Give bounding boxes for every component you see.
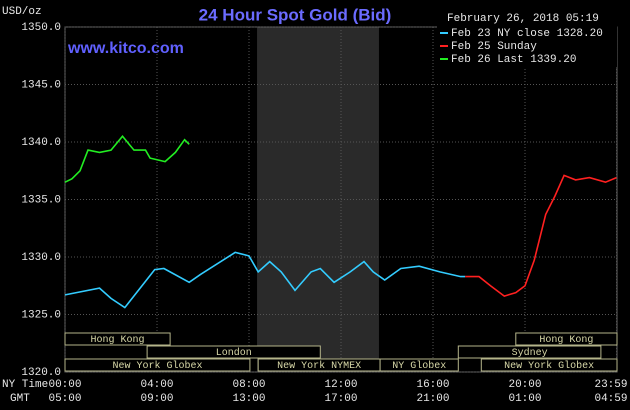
x-tick-label: 12:00 <box>324 379 357 391</box>
session-bar <box>457 345 602 359</box>
x-tick-label-gmt: 21:00 <box>416 393 449 405</box>
session-label: London <box>216 347 252 359</box>
price-line <box>465 174 617 297</box>
session-bar <box>515 332 618 346</box>
x-tick-label: 23:59 <box>594 379 627 391</box>
x-tick-label-gmt: 09:00 <box>140 393 173 405</box>
chart-title: 24 Hour Spot Gold (Bid) <box>199 5 392 24</box>
price-line <box>64 135 190 183</box>
legend-entry: Feb 23 NY close 1328.20 <box>451 28 603 40</box>
y-tick-label: 1350.0 <box>21 22 61 34</box>
session-bar <box>480 358 618 372</box>
legend-entry: Feb 25 Sunday <box>451 41 537 53</box>
price-line <box>64 251 466 309</box>
session-label: Sydney <box>512 347 548 359</box>
timestamp: February 26, 2018 05:19 <box>447 13 599 25</box>
x-tick-label-gmt: 05:00 <box>48 393 81 405</box>
session-label: New York Globex <box>112 360 202 372</box>
gmt-label: GMT <box>10 393 30 405</box>
session-label: Hong Kong <box>539 335 593 346</box>
session-bar <box>379 358 459 372</box>
x-tick-label-gmt: 13:00 <box>232 393 265 405</box>
y-axis-label: USD/oz <box>2 6 42 18</box>
x-tick-label: 04:00 <box>140 379 173 391</box>
x-tick-label: 08:00 <box>232 379 265 391</box>
session-bar <box>64 332 171 346</box>
x-tick-label-gmt: 04:59 <box>594 393 627 405</box>
session-bar <box>146 345 321 359</box>
y-tick-label: 1320.0 <box>21 367 61 379</box>
x-tick-label-gmt: 17:00 <box>324 393 357 405</box>
ny-time-label: NY Time <box>2 379 48 391</box>
site-annotation: www.kitco.com <box>67 40 184 57</box>
session-label: Hong Kong <box>91 335 145 346</box>
x-tick-label: 16:00 <box>416 379 449 391</box>
y-tick-label: 1330.0 <box>21 252 61 264</box>
session-label: New York Globex <box>504 360 594 372</box>
x-tick-label-gmt: 01:00 <box>508 393 541 405</box>
session-label: New York NYMEX <box>277 360 361 372</box>
y-tick-label: 1325.0 <box>21 309 61 321</box>
y-tick-label: 1335.0 <box>21 194 61 206</box>
legend-entry: Feb 26 Last 1339.20 <box>451 54 576 66</box>
y-tick-label: 1340.0 <box>21 137 61 149</box>
legend-box <box>437 25 617 67</box>
y-tick-label: 1345.0 <box>21 79 61 91</box>
x-tick-label: 00:00 <box>48 379 81 391</box>
session-bar <box>64 358 251 372</box>
x-tick-label: 20:00 <box>508 379 541 391</box>
session-label: NY Globex <box>392 360 446 372</box>
